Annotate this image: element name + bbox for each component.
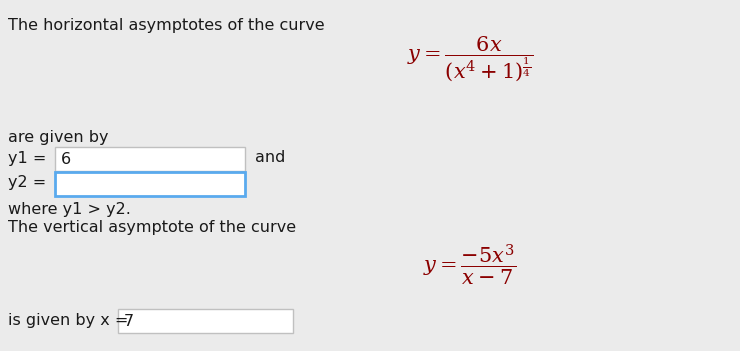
Text: 6: 6 [61,152,71,166]
FancyBboxPatch shape [118,309,293,333]
Text: and: and [255,151,286,166]
Text: y2 =: y2 = [8,176,51,191]
Text: are given by: are given by [8,130,109,145]
FancyBboxPatch shape [55,172,245,196]
Text: y1 =: y1 = [8,151,52,166]
Text: is given by x =: is given by x = [8,312,133,327]
Text: $y = \dfrac{6x}{(x^4 + 1)^{\frac{1}{4}}}$: $y = \dfrac{6x}{(x^4 + 1)^{\frac{1}{4}}}… [407,35,534,84]
Text: where y1 > y2.: where y1 > y2. [8,202,131,217]
Text: 7: 7 [124,313,134,329]
Text: $y = \dfrac{-5x^3}{x - 7}$: $y = \dfrac{-5x^3}{x - 7}$ [423,242,517,287]
Text: The horizontal asymptotes of the curve: The horizontal asymptotes of the curve [8,18,325,33]
FancyBboxPatch shape [55,147,245,171]
Text: The vertical asymptote of the curve: The vertical asymptote of the curve [8,220,296,235]
